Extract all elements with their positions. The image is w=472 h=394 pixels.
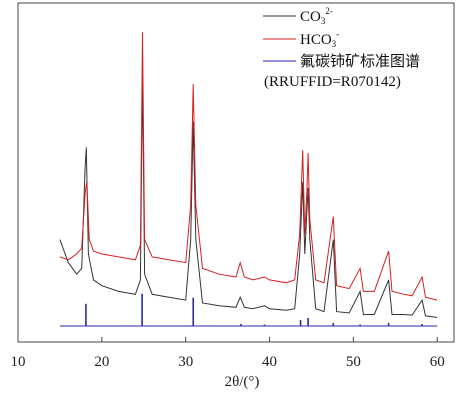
x-tick-label-40: 40 bbox=[262, 354, 277, 370]
legend: CO32- HCO3- 氟碳铈矿标准图谱 (RRUFFID=R070142) bbox=[263, 6, 420, 90]
x-tick-label-60: 60 bbox=[430, 354, 445, 370]
x-tick-label-10: 10 bbox=[11, 354, 26, 370]
x-tick-label-50: 50 bbox=[346, 354, 361, 370]
x-tick-label-20: 20 bbox=[94, 354, 109, 370]
x-tick-label-30: 30 bbox=[178, 354, 193, 370]
series-line-0 bbox=[59, 72, 438, 318]
series-layer bbox=[59, 32, 438, 327]
series-line-1 bbox=[59, 32, 438, 301]
x-axis-title: 2θ/(°) bbox=[225, 374, 260, 390]
legend-label-standard: 氟碳铈矿标准图谱 bbox=[300, 52, 420, 70]
plot-frame bbox=[17, 2, 455, 343]
legend-label-hco3: HCO3- bbox=[300, 29, 339, 49]
x-axis: 10 20 30 40 50 60 bbox=[11, 337, 445, 370]
legend-label-rruff: (RRUFFID=R070142) bbox=[264, 74, 401, 90]
legend-label-co3: CO32- bbox=[300, 6, 333, 26]
